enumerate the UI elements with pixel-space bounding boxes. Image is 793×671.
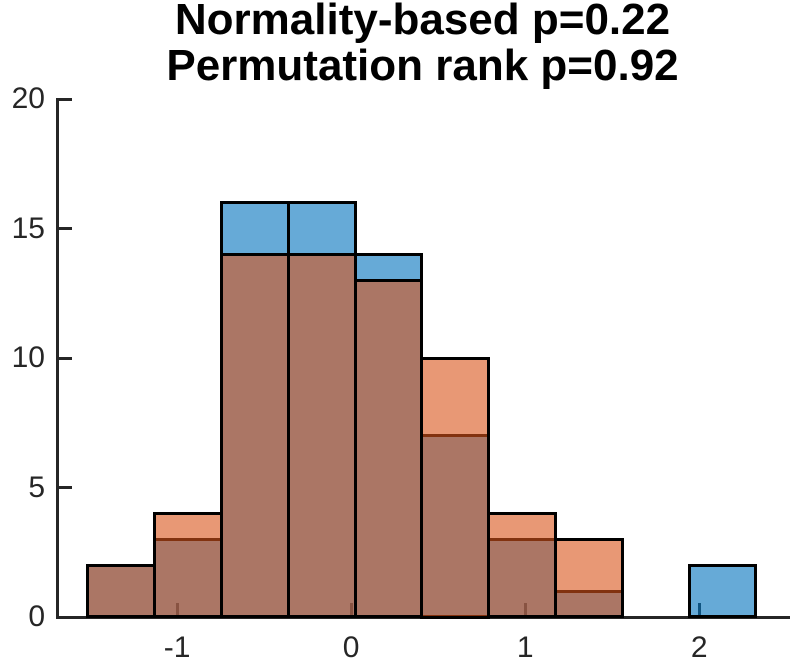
y-tick-label: 10 (11, 341, 45, 374)
x-tick-label: 1 (516, 631, 534, 664)
histogram-orange-bar (220, 252, 290, 619)
histogram-orange-bar (553, 537, 624, 619)
x-tick-label: 2 (690, 631, 708, 664)
x-tick-label: 0 (342, 631, 360, 664)
histogram-blue-bar (687, 563, 758, 619)
y-axis-tick (58, 97, 72, 101)
chart-title-line-2: Permutation rank p=0.92 (166, 41, 679, 90)
histogram-orange-bar (353, 278, 424, 619)
chart-title-line-1: Normality-based p=0.22 (174, 0, 671, 44)
y-axis-line (55, 97, 59, 619)
y-tick-label: 0 (28, 600, 45, 633)
y-axis-tick (58, 227, 72, 230)
y-tick-label: 15 (11, 211, 45, 245)
y-tick-label: 20 (11, 82, 45, 115)
histogram-orange-bar (420, 356, 491, 619)
y-tick-label: 5 (28, 470, 45, 504)
y-axis-tick (58, 356, 72, 360)
chart-title: Normality-based p=0.22 Permutation rank … (57, 0, 788, 89)
x-tick-label: -1 (163, 631, 191, 664)
y-axis-tick (58, 486, 72, 489)
